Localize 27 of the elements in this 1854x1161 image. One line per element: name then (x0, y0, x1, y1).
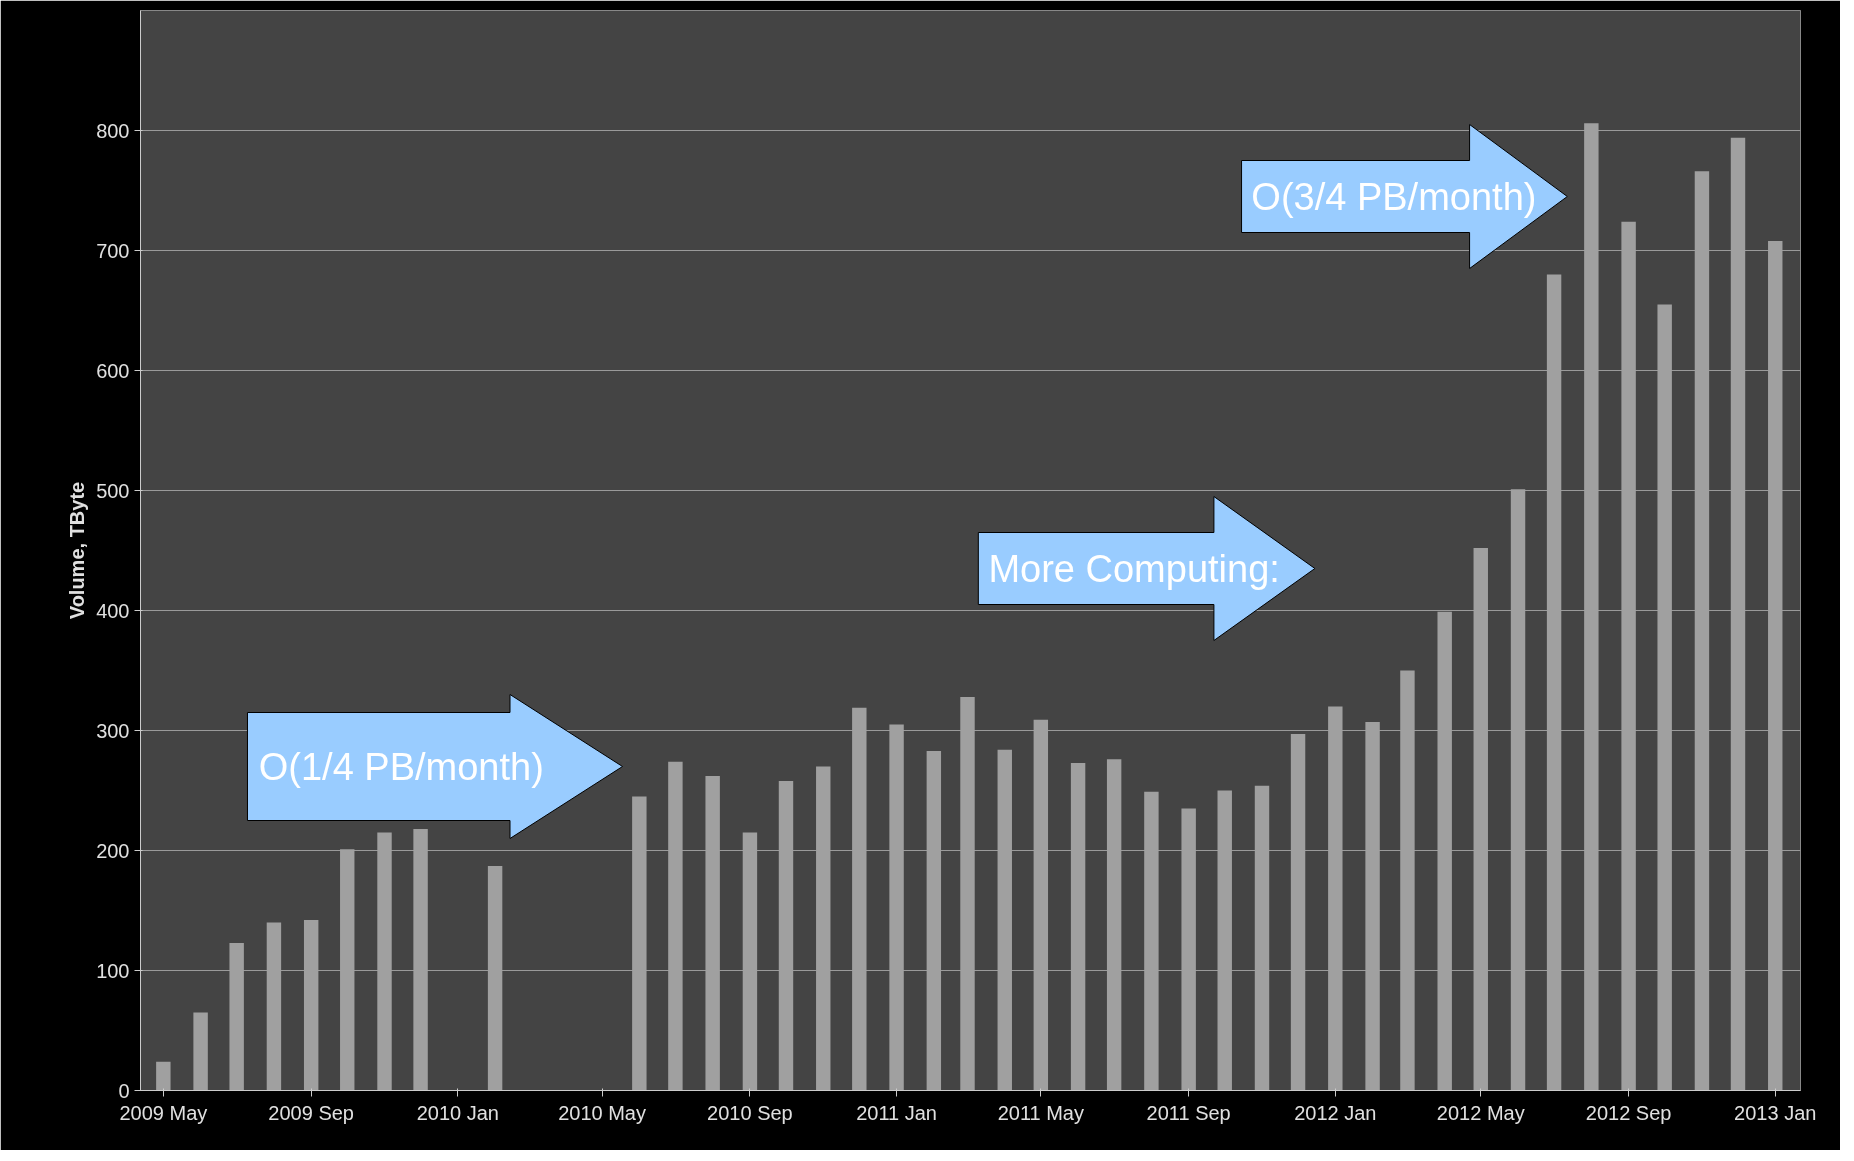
y-tick-label: 700 (96, 239, 130, 262)
bar (156, 1061, 171, 1091)
x-tick-label: 2012 Sep (1585, 1101, 1672, 1124)
x-tick-label: 2009 May (119, 1101, 208, 1124)
x-tick-label: 2013 Jan (1734, 1101, 1817, 1124)
y-tick-label: 600 (96, 359, 130, 382)
y-axis-title: Volume, TByte (66, 481, 89, 620)
y-tick-label: 300 (96, 719, 130, 742)
y-tick-label: 400 (96, 599, 130, 622)
y-tick-label: 800 (96, 119, 130, 142)
annotation: More Computing: (988, 547, 1280, 590)
x-tick-label: 2009 Sep (268, 1101, 355, 1124)
y-tick-label: 0 (118, 1079, 130, 1102)
x-tick-label: 2012 May (1436, 1101, 1525, 1124)
x-tick-label: 2011 May (997, 1101, 1084, 1124)
y-tick-label: 200 (96, 839, 130, 862)
x-tick-label: 2011 Sep (1146, 1101, 1231, 1124)
x-tick-label: 2010 May (558, 1101, 647, 1124)
bar (193, 1012, 208, 1091)
y-tick-label: 500 (96, 479, 130, 502)
x-tick-label: 2010 Sep (707, 1101, 793, 1124)
annotation: O(1/4 PB/month) (258, 745, 544, 788)
x-tick-label: 2011 Jan (856, 1101, 937, 1124)
y-tick-label: 100 (96, 959, 130, 982)
annotation: O(3/4 PB/month) (1251, 175, 1537, 218)
x-tick-label: 2012 Jan (1294, 1101, 1377, 1124)
x-tick-label: 2010 Jan (416, 1101, 499, 1124)
